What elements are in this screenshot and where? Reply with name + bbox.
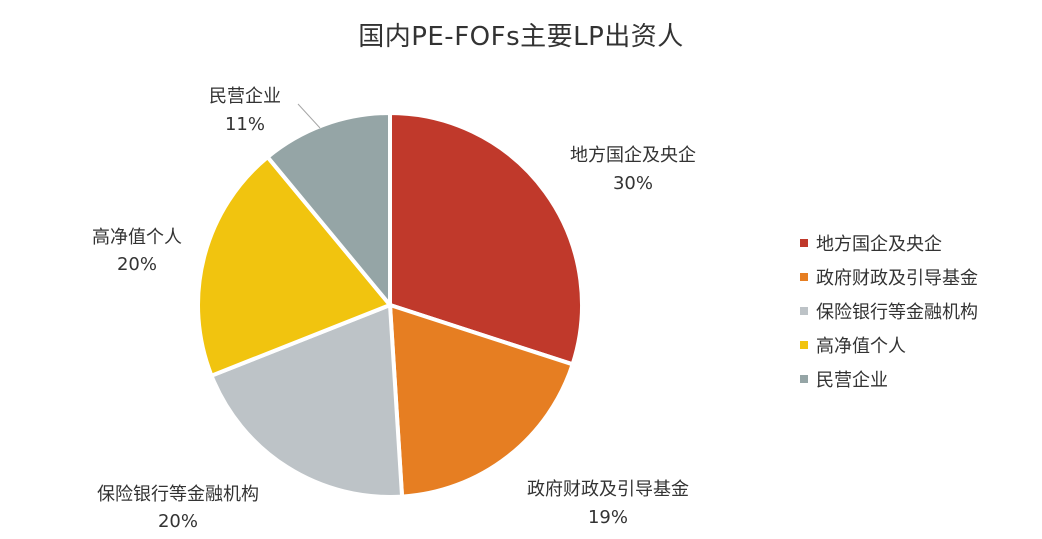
data-label-category-2: 保险银行等金融机构 bbox=[97, 484, 259, 505]
legend-swatch bbox=[800, 341, 808, 349]
legend-label: 民营企业 bbox=[816, 370, 888, 391]
data-label-value-0: 30% bbox=[613, 173, 653, 194]
pie-slice-3 bbox=[196, 154, 394, 379]
pie-slice-4 bbox=[264, 110, 392, 311]
legend-swatch bbox=[800, 273, 808, 281]
legend-swatch bbox=[800, 239, 808, 247]
legend-item-2: 保险银行等金融机构 bbox=[800, 294, 978, 328]
leader-line bbox=[297, 103, 321, 129]
data-label-category-1: 政府财政及引导基金 bbox=[527, 479, 689, 500]
data-label-category-4: 民营企业 bbox=[209, 86, 281, 107]
data-label-value-4: 11% bbox=[225, 114, 265, 135]
data-label-value-2: 20% bbox=[158, 511, 198, 532]
legend-item-1: 政府财政及引导基金 bbox=[800, 260, 978, 294]
data-label-value-3: 20% bbox=[117, 254, 157, 275]
data-label-value-1: 19% bbox=[588, 507, 628, 528]
legend-item-4: 民营企业 bbox=[800, 362, 978, 396]
chart-title: 国内PE-FOFs主要LP出资人 bbox=[358, 22, 684, 52]
data-label-category-3: 高净值个人 bbox=[92, 227, 182, 248]
legend-label: 保险银行等金融机构 bbox=[816, 302, 978, 323]
pie-slice-2 bbox=[208, 302, 405, 499]
legend-label: 地方国企及央企 bbox=[816, 234, 942, 255]
data-label-category-0: 地方国企及央企 bbox=[570, 145, 696, 166]
legend-item-3: 高净值个人 bbox=[800, 328, 978, 362]
legend-swatch bbox=[800, 307, 808, 315]
pie-slice-1 bbox=[387, 302, 576, 499]
legend-label: 政府财政及引导基金 bbox=[816, 268, 978, 289]
legend: 地方国企及央企政府财政及引导基金 保险银行等金融机构 高净值个人民营企业 bbox=[800, 226, 978, 396]
pie-slice-0 bbox=[388, 110, 584, 367]
legend-label: 高净值个人 bbox=[816, 336, 906, 357]
legend-swatch bbox=[800, 375, 808, 383]
legend-item-0: 地方国企及央企 bbox=[800, 226, 978, 260]
